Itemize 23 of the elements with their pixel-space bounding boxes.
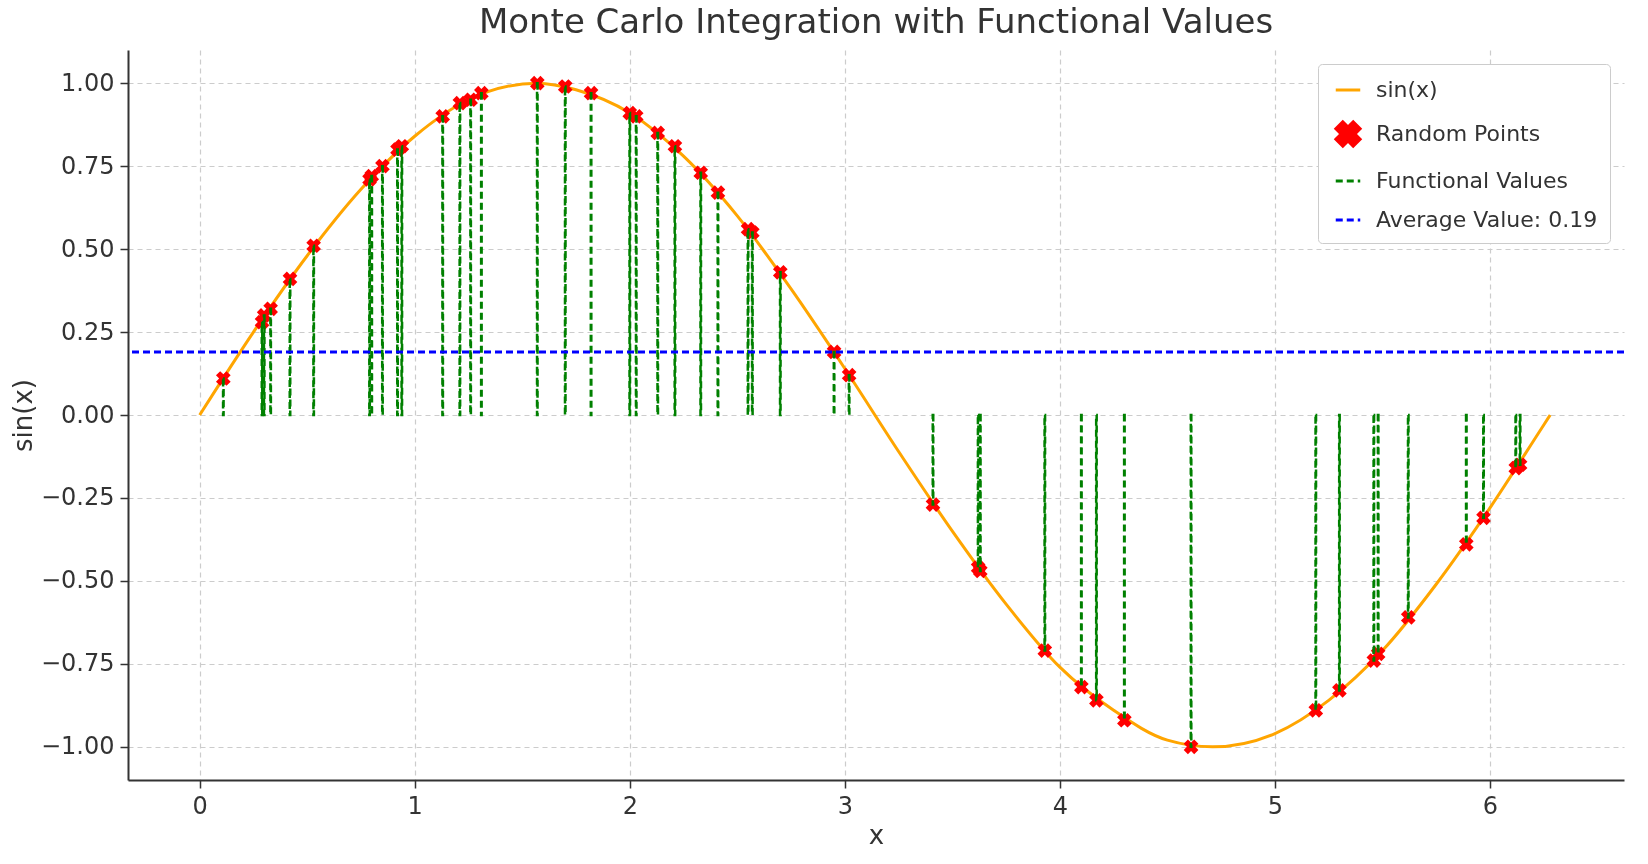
legend-label: Average Value: 0.19 bbox=[1376, 207, 1598, 232]
y-tick-label: 0.25 bbox=[61, 317, 115, 346]
x-axis-title: x bbox=[868, 819, 885, 850]
y-tick-label: 1.00 bbox=[61, 68, 115, 97]
legend-label: Functional Values bbox=[1376, 168, 1569, 193]
chart-title: Monte Carlo Integration with Functional Values bbox=[478, 1, 1274, 41]
x-tick-label: 4 bbox=[1052, 791, 1069, 820]
x-tick-label: 6 bbox=[1482, 791, 1499, 820]
y-axis-title: sin(x) bbox=[7, 379, 38, 452]
x-tick-label: 3 bbox=[837, 791, 853, 820]
y-tick-label: −0.75 bbox=[40, 649, 115, 678]
x-tick-label: 5 bbox=[1267, 791, 1284, 820]
y-tick-label: −0.25 bbox=[40, 483, 115, 512]
y-tick-label: −1.00 bbox=[40, 732, 115, 761]
y-tick-label: −0.50 bbox=[40, 566, 115, 595]
y-tick-label: 0.00 bbox=[61, 400, 115, 429]
x-tick-label: 0 bbox=[192, 791, 208, 820]
y-tick-label: 0.50 bbox=[61, 234, 115, 263]
legend-label: Random Points bbox=[1376, 121, 1541, 146]
y-tick-label: 0.75 bbox=[61, 151, 115, 180]
x-tick-label: 1 bbox=[407, 791, 423, 820]
x-tick-label: 2 bbox=[622, 791, 638, 820]
legend-label: sin(x) bbox=[1376, 77, 1438, 102]
